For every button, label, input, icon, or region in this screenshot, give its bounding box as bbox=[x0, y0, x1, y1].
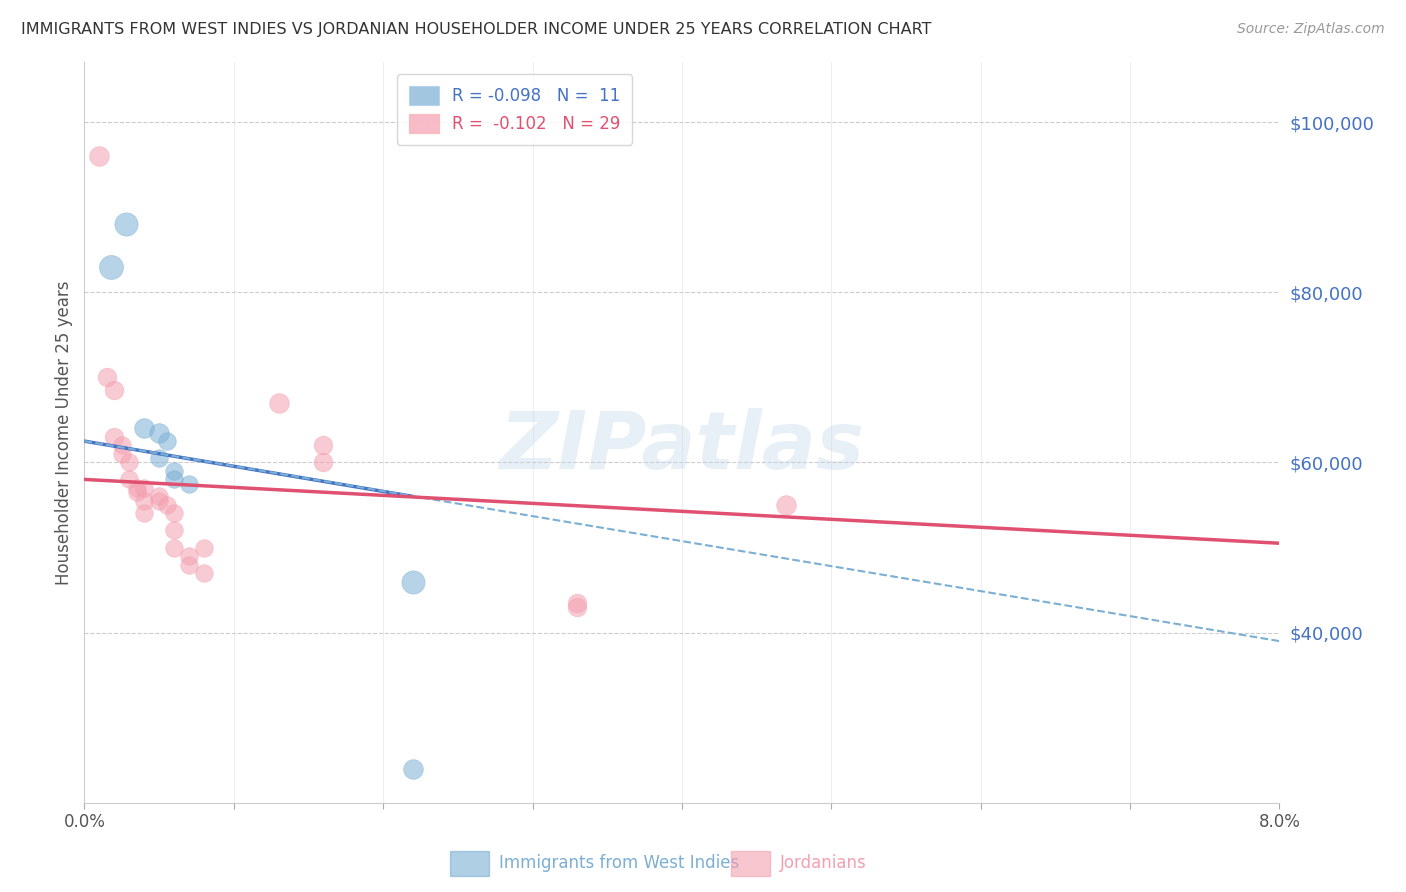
Point bbox=[89, 149, 111, 163]
Point bbox=[193, 566, 215, 580]
Point bbox=[155, 498, 177, 512]
Point bbox=[193, 541, 215, 555]
Point bbox=[163, 464, 186, 478]
Point bbox=[163, 524, 186, 538]
Point bbox=[148, 451, 170, 466]
Point bbox=[155, 434, 177, 449]
Text: Source: ZipAtlas.com: Source: ZipAtlas.com bbox=[1237, 22, 1385, 37]
Point bbox=[125, 481, 148, 495]
Point bbox=[118, 472, 141, 486]
Point bbox=[118, 455, 141, 469]
Point bbox=[111, 438, 134, 452]
Point bbox=[115, 217, 138, 231]
Point bbox=[177, 549, 200, 563]
Point bbox=[312, 455, 335, 469]
Point bbox=[103, 430, 125, 444]
Point bbox=[125, 485, 148, 500]
Point bbox=[402, 574, 425, 589]
Text: Immigrants from West Indies: Immigrants from West Indies bbox=[499, 855, 740, 872]
Point bbox=[177, 476, 200, 491]
Point bbox=[103, 383, 125, 397]
Point bbox=[132, 481, 156, 495]
Point bbox=[163, 507, 186, 521]
Point bbox=[96, 370, 118, 384]
Point bbox=[132, 507, 156, 521]
Point bbox=[402, 762, 425, 776]
Point bbox=[567, 596, 589, 610]
Text: ZIPatlas: ZIPatlas bbox=[499, 409, 865, 486]
Point bbox=[775, 498, 797, 512]
Point bbox=[148, 490, 170, 504]
Legend: R = -0.098   N =  11, R =  -0.102   N = 29: R = -0.098 N = 11, R = -0.102 N = 29 bbox=[396, 74, 633, 145]
Point bbox=[132, 421, 156, 435]
Point bbox=[163, 541, 186, 555]
Point bbox=[312, 438, 335, 452]
Point bbox=[267, 396, 290, 410]
Point bbox=[111, 447, 134, 461]
Point bbox=[100, 260, 122, 274]
Point bbox=[132, 493, 156, 508]
Text: Jordanians: Jordanians bbox=[780, 855, 868, 872]
Point bbox=[567, 600, 589, 615]
Y-axis label: Householder Income Under 25 years: Householder Income Under 25 years bbox=[55, 280, 73, 585]
Text: IMMIGRANTS FROM WEST INDIES VS JORDANIAN HOUSEHOLDER INCOME UNDER 25 YEARS CORRE: IMMIGRANTS FROM WEST INDIES VS JORDANIAN… bbox=[21, 22, 932, 37]
Point bbox=[163, 472, 186, 486]
Point bbox=[177, 558, 200, 572]
Point bbox=[148, 493, 170, 508]
Point bbox=[148, 425, 170, 440]
